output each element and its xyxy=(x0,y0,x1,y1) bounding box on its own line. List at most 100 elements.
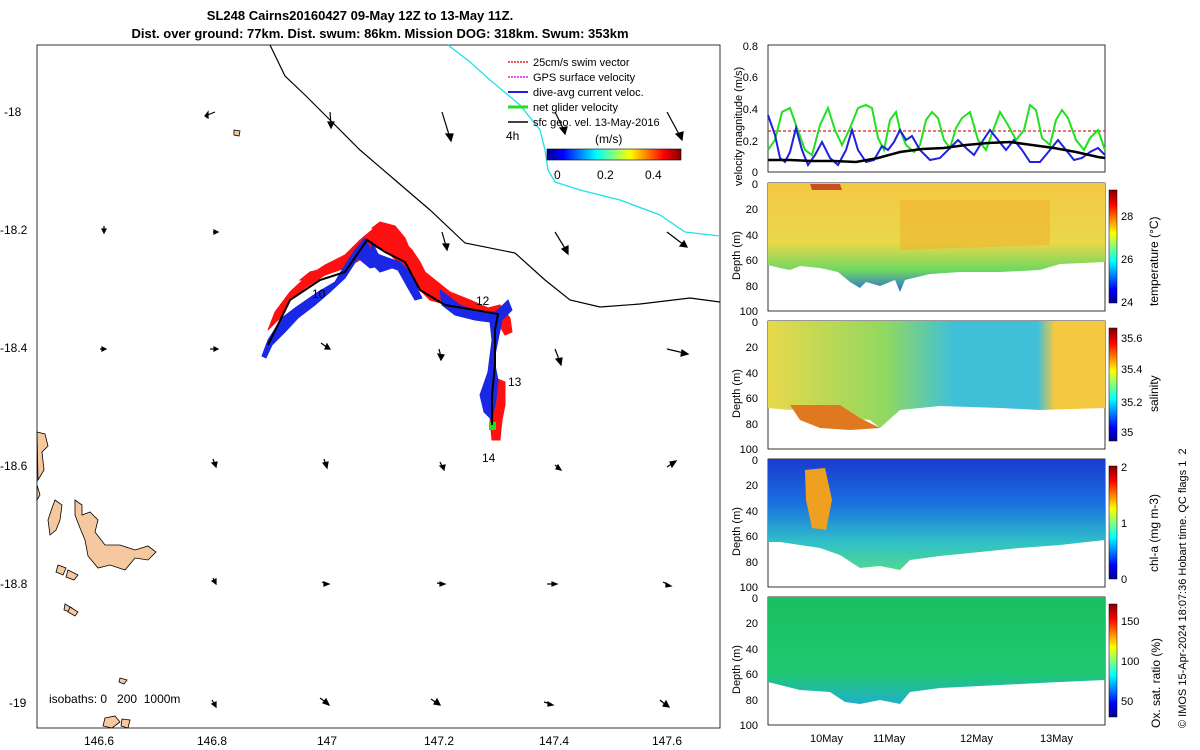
depth-tick: 80 xyxy=(746,419,758,431)
depth-tick: 20 xyxy=(746,204,758,216)
depth-tick: 60 xyxy=(746,393,758,405)
glider-track xyxy=(267,238,500,425)
chla-panel: 0 20 40 60 80 100 Depth (m) 0 1 2 chl-a … xyxy=(731,455,1161,594)
depth-tick: 60 xyxy=(746,255,758,267)
depth-ylabel: Depth (m) xyxy=(731,369,743,418)
date-tick: 11May xyxy=(873,733,906,745)
colorbar-tick: 0 xyxy=(554,168,561,182)
depth-ylabel: Depth (m) xyxy=(731,645,743,694)
lon-tick-label: 147 xyxy=(317,734,337,748)
velocity-ytick: 0.6 xyxy=(743,72,758,84)
map-panel: 10 12 13 14 -18 -18.2 -18.4 -18.6 -18.8 … xyxy=(0,44,721,748)
lon-tick-label: 147.2 xyxy=(424,734,454,748)
temperature-cbar-tick: 24 xyxy=(1121,297,1133,309)
depth-ylabel: Depth (m) xyxy=(731,231,743,280)
lat-tick-label: -18.2 xyxy=(0,223,28,237)
salinity-label: salinity xyxy=(1147,375,1161,412)
date-tick: 12May xyxy=(960,733,994,745)
isobaths-label: isobaths: 0 200 1000m xyxy=(49,692,180,706)
legend-label-swim: 25cm/s swim vector xyxy=(533,57,630,69)
date-tick: 13May xyxy=(1040,733,1074,745)
legend-label-current: dive-avg current veloc. xyxy=(533,87,644,99)
temperature-cbar-tick: 26 xyxy=(1121,254,1133,266)
depth-tick: 0 xyxy=(752,593,758,605)
depth-tick: 40 xyxy=(746,230,758,242)
lat-tick-label: -19 xyxy=(9,696,27,710)
velocity-panel: 0.8 0.6 0.4 0.2 0 velocity magnitude (m/… xyxy=(733,41,1106,186)
legend-label-net: net glider velocity xyxy=(533,102,618,114)
lon-tick-label: 147.6 xyxy=(652,734,682,748)
geo-velocity-series xyxy=(768,140,1106,164)
temperature-warm-patch xyxy=(810,184,842,190)
depth-tick: 80 xyxy=(746,281,758,293)
depth-tick: 40 xyxy=(746,644,758,656)
track-day-label-13: 13 xyxy=(508,375,522,389)
lat-tick-label: -18 xyxy=(4,105,22,119)
lat-tick-label: -18.6 xyxy=(0,459,28,473)
lon-tick-label: 147.4 xyxy=(539,734,569,748)
depth-tick: 100 xyxy=(740,582,758,594)
imos-footer: © IMOS 15-Apr-2024 18:07:36 Hobart time.… xyxy=(1177,448,1189,728)
chla-cbar-tick: 2 xyxy=(1121,462,1127,474)
velocity-axes-box xyxy=(767,44,1106,173)
temperature-label: temperature (°C) xyxy=(1147,217,1161,307)
lon-tick-label: 146.8 xyxy=(197,734,227,748)
depth-tick: 100 xyxy=(740,444,758,456)
salinity-high-patch xyxy=(790,405,880,430)
oxygen-cbar-tick: 50 xyxy=(1121,696,1133,708)
map-legend: 25cm/s swim vector GPS surface velocity … xyxy=(506,57,682,182)
lat-tick-label: -18.4 xyxy=(0,341,28,355)
depth-tick: 80 xyxy=(746,695,758,707)
depth-tick: 40 xyxy=(746,506,758,518)
net-velocity-series xyxy=(767,103,1106,157)
temperature-cbar-tick: 28 xyxy=(1121,211,1133,223)
depth-tick: 40 xyxy=(746,368,758,380)
land-islands xyxy=(36,129,241,729)
chla-cbar-tick: 1 xyxy=(1121,518,1127,530)
isobath-1000m xyxy=(269,44,721,308)
date-tick: 10May xyxy=(810,733,844,745)
oxygen-cbar-tick: 150 xyxy=(1121,616,1139,628)
salinity-cbar-tick: 35.4 xyxy=(1121,364,1142,376)
velocity-ytick: 0.2 xyxy=(743,136,758,148)
depth-tick: 60 xyxy=(746,669,758,681)
lat-tick-label: -18.8 xyxy=(0,577,28,591)
salinity-cbar-tick: 35.6 xyxy=(1121,333,1142,345)
colorbar-title: (m/s) xyxy=(595,132,622,146)
oxygen-cbar-tick: 100 xyxy=(1121,656,1139,668)
oxygen-label: Ox. sat. ratio (%) xyxy=(1149,638,1163,728)
depth-tick: 80 xyxy=(746,557,758,569)
legend-label-gps: GPS surface velocity xyxy=(533,72,636,84)
depth-ylabel: Depth (m) xyxy=(731,507,743,556)
depth-tick: 60 xyxy=(746,531,758,543)
depth-tick: 100 xyxy=(740,720,758,732)
map-axes-box xyxy=(36,44,721,729)
temperature-mid-patch xyxy=(900,200,1050,250)
colorbar-tick: 0.2 xyxy=(597,168,614,182)
isobath-200m xyxy=(447,44,721,237)
colorbar-tick: 0.4 xyxy=(645,168,662,182)
sfc-geo-velocity-arrows xyxy=(100,110,690,709)
track-day-label-14: 14 xyxy=(482,451,496,465)
depth-tick: 0 xyxy=(752,317,758,329)
temperature-panel: 0 20 40 60 80 100 Depth (m) 24 26 28 tem… xyxy=(731,179,1161,318)
salinity-panel: 0 20 40 60 80 100 Depth (m) 35 35.2 35.4… xyxy=(731,317,1161,456)
salinity-cbar-tick: 35.2 xyxy=(1121,397,1142,409)
plot-title-line1: SL248 Cairns20160427 09-May 12Z to 13-Ma… xyxy=(206,8,514,23)
map-lat-ticks: -18 -18.2 -18.4 -18.6 -18.8 -19 xyxy=(0,105,28,710)
map-lon-ticks: 146.6 146.8 147 147.2 147.4 147.6 xyxy=(84,734,682,748)
chla-section xyxy=(768,459,1105,570)
chla-label: chl-a (mg m-3) xyxy=(1147,494,1161,572)
scale-label: 4h xyxy=(506,129,519,143)
oxygen-section xyxy=(768,597,1105,704)
chla-colorbar xyxy=(1108,465,1118,580)
velocity-ytick: 0.4 xyxy=(743,104,758,116)
depth-tick: 0 xyxy=(752,179,758,191)
depth-tick: 20 xyxy=(746,480,758,492)
salinity-section xyxy=(768,321,1105,428)
temperature-colorbar xyxy=(1108,189,1118,304)
velocity-ytick: 0.8 xyxy=(743,41,758,53)
net-glider-marker xyxy=(489,422,496,430)
chla-cbar-tick: 0 xyxy=(1121,574,1127,586)
